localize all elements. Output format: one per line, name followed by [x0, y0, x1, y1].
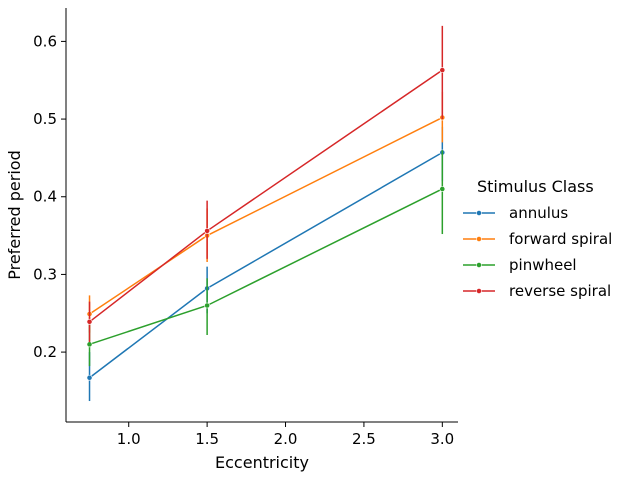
legend: Stimulus Class annulus forward spiral pinw… [463, 177, 612, 300]
plot-area [86, 25, 446, 402]
legend-title: Stimulus Class [477, 177, 594, 196]
x-tick-label: 2.0 [274, 430, 298, 448]
axes: 1.0 1.5 2.0 2.5 3.0 0.2 0.3 0.4 0.5 0.6 Eccentri… [5, 8, 458, 472]
legend-marker [476, 262, 482, 268]
series-line [89, 188, 443, 346]
x-axis-label: Eccentricity [215, 453, 309, 472]
y-axis-label: Preferred period [5, 150, 24, 280]
series-line [89, 151, 443, 379]
y-tick-label: 0.5 [33, 110, 57, 128]
series-line [89, 69, 443, 323]
x-ticks: 1.0 1.5 2.0 2.5 3.0 [117, 422, 454, 448]
data-point [204, 302, 211, 309]
y-tick-label: 0.6 [33, 32, 57, 50]
x-tick-label: 1.0 [117, 430, 141, 448]
series-annulus [86, 126, 446, 402]
y-tick-label: 0.3 [33, 265, 57, 283]
series-forward-spiral [86, 91, 446, 333]
data-point [86, 318, 93, 325]
legend-marker [476, 210, 482, 216]
legend-label: pinwheel [509, 256, 577, 274]
data-point [204, 228, 211, 234]
data-point [439, 186, 446, 192]
x-tick-label: 2.5 [352, 430, 376, 448]
y-ticks: 0.2 0.3 0.4 0.5 0.6 [33, 32, 66, 361]
y-tick-label: 0.4 [33, 188, 57, 206]
y-tick-label: 0.2 [33, 343, 57, 361]
data-point [86, 341, 93, 348]
data-point [439, 67, 446, 74]
legend-label: annulus [509, 204, 568, 222]
legend-marker [476, 236, 482, 242]
legend-label: reverse spiral [509, 282, 611, 300]
x-tick-label: 1.5 [195, 430, 219, 448]
x-tick-label: 3.0 [430, 430, 454, 448]
data-point [86, 374, 93, 381]
legend-label: forward spiral [509, 230, 612, 248]
series-reverse-spiral [86, 25, 446, 342]
legend-marker [476, 288, 482, 294]
